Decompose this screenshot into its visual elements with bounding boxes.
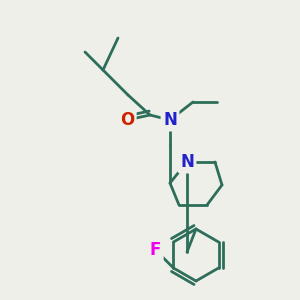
Text: O: O — [120, 111, 134, 129]
Text: F: F — [150, 241, 161, 259]
Text: N: N — [180, 153, 194, 171]
Text: N: N — [163, 111, 177, 129]
